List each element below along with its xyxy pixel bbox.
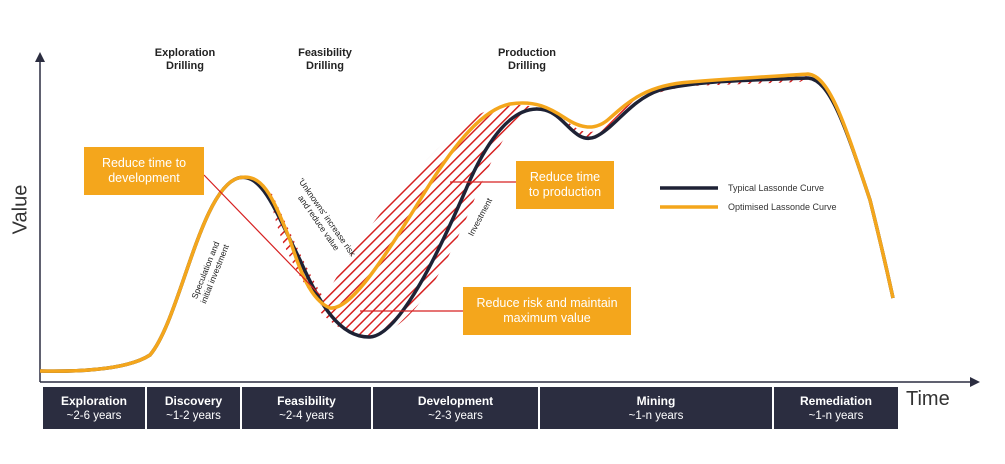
callout-reduce-time-development: Reduce time to development [84, 147, 204, 195]
phase-name: Exploration [60, 393, 127, 408]
phase-name: Discovery [164, 393, 223, 408]
x-axis-arrow-icon [970, 377, 980, 387]
x-axis-title: Time [906, 388, 950, 410]
y-axis-title: Value [9, 184, 32, 235]
phase-name: Remediation [799, 393, 872, 408]
legend-optimised-label: Optimised Lassonde Curve [728, 202, 837, 212]
phase-name: Development [417, 393, 494, 408]
drilling-label-exploration: Exploration Drilling [154, 47, 216, 72]
axes [35, 52, 980, 387]
hatch-region-mining [560, 76, 810, 138]
phase-duration: ~1-n years [628, 409, 684, 422]
drilling-label-feasibility: Feasibility Drilling [298, 47, 352, 72]
y-axis-arrow-icon [35, 52, 45, 62]
phase-duration: ~2-6 years [66, 409, 122, 422]
phase-duration: ~2-4 years [279, 409, 334, 422]
phase-duration: ~1-n years [808, 409, 864, 422]
phase-exploration: Exploration ~2-6 years [43, 387, 145, 429]
phase-name: Mining [636, 393, 676, 408]
drilling-label-production: Production Drilling [497, 47, 557, 72]
callout-reduce-time-production: Reduce time to production [516, 161, 614, 209]
legend-typical-label: Typical Lassonde Curve [728, 183, 825, 193]
callout-reduce-risk: Reduce risk and maintain maximum value [463, 287, 631, 335]
phase-feasibility: Feasibility ~2-4 years [242, 387, 371, 429]
phase-discovery: Discovery ~1-2 years [147, 387, 240, 429]
phase-development: Development ~2-3 years [373, 387, 538, 429]
hatch-region-development [318, 104, 540, 338]
leader-line-development [203, 174, 321, 296]
phase-remediation: Remediation ~1-n years [774, 387, 898, 429]
phase-name: Feasibility [277, 393, 336, 408]
phase-duration: ~2-3 years [428, 409, 483, 422]
phase-mining: Mining ~1-n years [540, 387, 772, 429]
optimised-lassonde-curve [39, 72, 895, 373]
phase-duration: ~1-2 years [166, 409, 221, 422]
